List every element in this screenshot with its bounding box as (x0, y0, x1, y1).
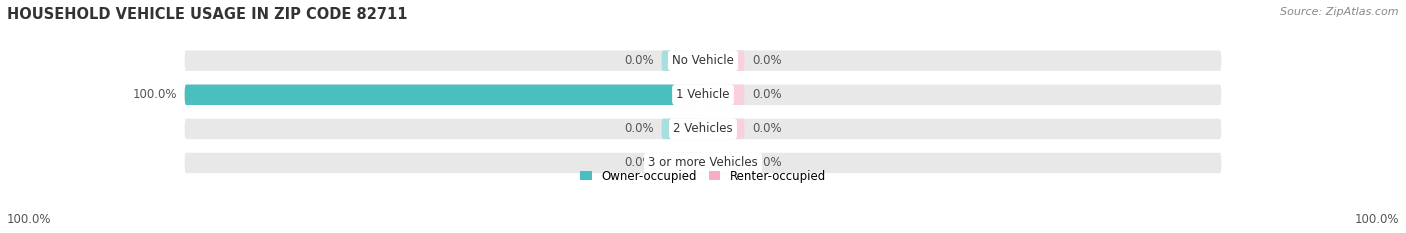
FancyBboxPatch shape (184, 119, 1222, 139)
Text: 0.0%: 0.0% (624, 122, 654, 135)
FancyBboxPatch shape (184, 51, 1222, 71)
FancyBboxPatch shape (184, 85, 703, 105)
FancyBboxPatch shape (184, 153, 1222, 173)
Text: 0.0%: 0.0% (752, 88, 782, 101)
Text: 2 Vehicles: 2 Vehicles (673, 122, 733, 135)
FancyBboxPatch shape (703, 51, 744, 71)
FancyBboxPatch shape (703, 85, 744, 105)
Legend: Owner-occupied, Renter-occupied: Owner-occupied, Renter-occupied (579, 170, 827, 183)
FancyBboxPatch shape (662, 119, 703, 139)
Text: HOUSEHOLD VEHICLE USAGE IN ZIP CODE 82711: HOUSEHOLD VEHICLE USAGE IN ZIP CODE 8271… (7, 7, 408, 22)
Text: 0.0%: 0.0% (752, 54, 782, 67)
FancyBboxPatch shape (703, 153, 744, 173)
FancyBboxPatch shape (184, 85, 1222, 105)
Text: No Vehicle: No Vehicle (672, 54, 734, 67)
Text: 1 Vehicle: 1 Vehicle (676, 88, 730, 101)
FancyBboxPatch shape (662, 153, 703, 173)
Text: 0.0%: 0.0% (752, 157, 782, 169)
Text: 100.0%: 100.0% (132, 88, 177, 101)
FancyBboxPatch shape (703, 119, 744, 139)
Text: 0.0%: 0.0% (624, 54, 654, 67)
Text: 0.0%: 0.0% (752, 122, 782, 135)
Text: 0.0%: 0.0% (624, 157, 654, 169)
Text: 100.0%: 100.0% (1354, 213, 1399, 226)
FancyBboxPatch shape (662, 51, 703, 71)
Text: 100.0%: 100.0% (7, 213, 52, 226)
Text: 3 or more Vehicles: 3 or more Vehicles (648, 157, 758, 169)
Text: Source: ZipAtlas.com: Source: ZipAtlas.com (1281, 7, 1399, 17)
